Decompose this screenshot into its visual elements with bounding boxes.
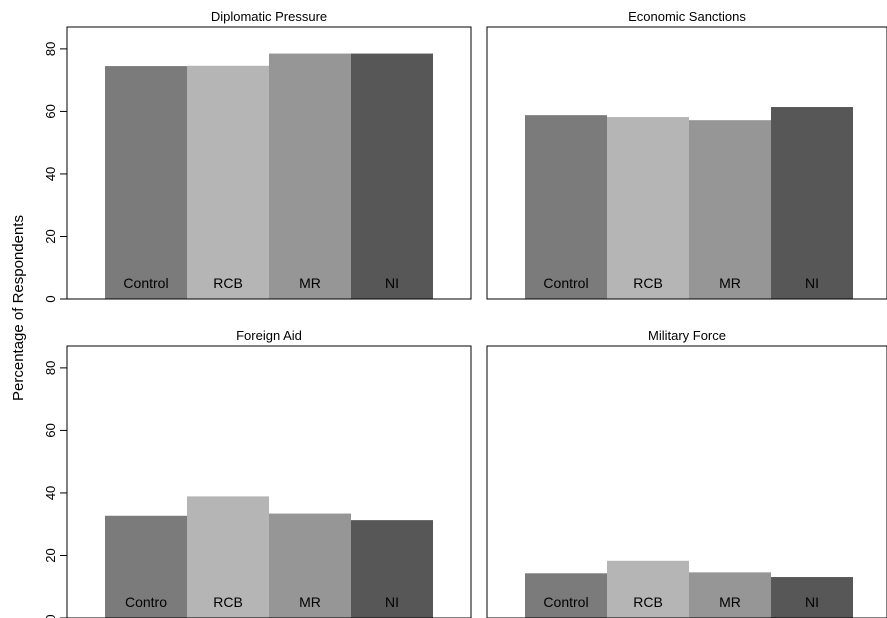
bar [105, 515, 187, 618]
y-tick-label: 40 [43, 167, 58, 181]
panel-title: Military Force [648, 328, 726, 343]
category-label: MR [299, 275, 321, 291]
y-tick-label: 80 [43, 42, 58, 56]
bar [525, 573, 607, 618]
y-tick-label: 0 [43, 295, 58, 302]
bar [689, 572, 771, 618]
y-tick-label: 20 [43, 548, 58, 562]
bar [187, 65, 269, 299]
category-label: Contro [125, 594, 167, 610]
y-tick-label: 0 [43, 614, 58, 618]
bar [187, 496, 269, 618]
category-label: NI [805, 275, 819, 291]
category-label: NI [385, 594, 399, 610]
y-tick-label: 60 [43, 104, 58, 118]
bar [269, 513, 351, 618]
bar [525, 115, 607, 299]
category-label: MR [719, 275, 741, 291]
bar [607, 560, 689, 618]
y-tick-label: 40 [43, 486, 58, 500]
category-label: NI [385, 275, 399, 291]
bar [771, 107, 853, 300]
category-label: RCB [213, 594, 243, 610]
bar [105, 66, 187, 299]
y-tick-label: 20 [43, 229, 58, 243]
bar [269, 53, 351, 300]
y-tick-label: 60 [43, 423, 58, 437]
category-label: Control [123, 275, 168, 291]
bar [351, 520, 433, 618]
panel-frame [66, 26, 472, 300]
bar [351, 53, 433, 300]
panel-title: Foreign Aid [236, 328, 302, 343]
category-label: MR [719, 594, 741, 610]
category-label: RCB [633, 275, 663, 291]
y-axis-label: Percentage of Respondents [10, 215, 27, 401]
panel-frame [486, 345, 887, 618]
bar [771, 577, 853, 618]
bar [689, 120, 771, 299]
category-label: RCB [213, 275, 243, 291]
panel-frame [486, 26, 887, 300]
category-label: RCB [633, 594, 663, 610]
category-label: NI [805, 594, 819, 610]
category-label: Control [543, 594, 588, 610]
category-label: Control [543, 275, 588, 291]
panel-title: Diplomatic Pressure [211, 9, 327, 24]
category-label: MR [299, 594, 321, 610]
panel-title: Economic Sanctions [628, 9, 746, 24]
y-tick-label: 80 [43, 361, 58, 375]
bar [607, 117, 689, 299]
panel-frame [66, 345, 472, 618]
